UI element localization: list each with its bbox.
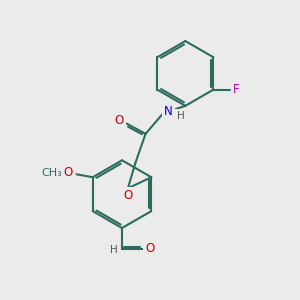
Text: O: O xyxy=(115,114,124,127)
Text: O: O xyxy=(146,242,154,255)
Text: O: O xyxy=(123,189,133,202)
Text: N: N xyxy=(164,105,173,118)
Text: O: O xyxy=(64,166,73,179)
Text: CH₃: CH₃ xyxy=(41,168,62,178)
Text: F: F xyxy=(233,83,239,96)
Text: H: H xyxy=(110,245,118,255)
Text: H: H xyxy=(177,111,185,121)
